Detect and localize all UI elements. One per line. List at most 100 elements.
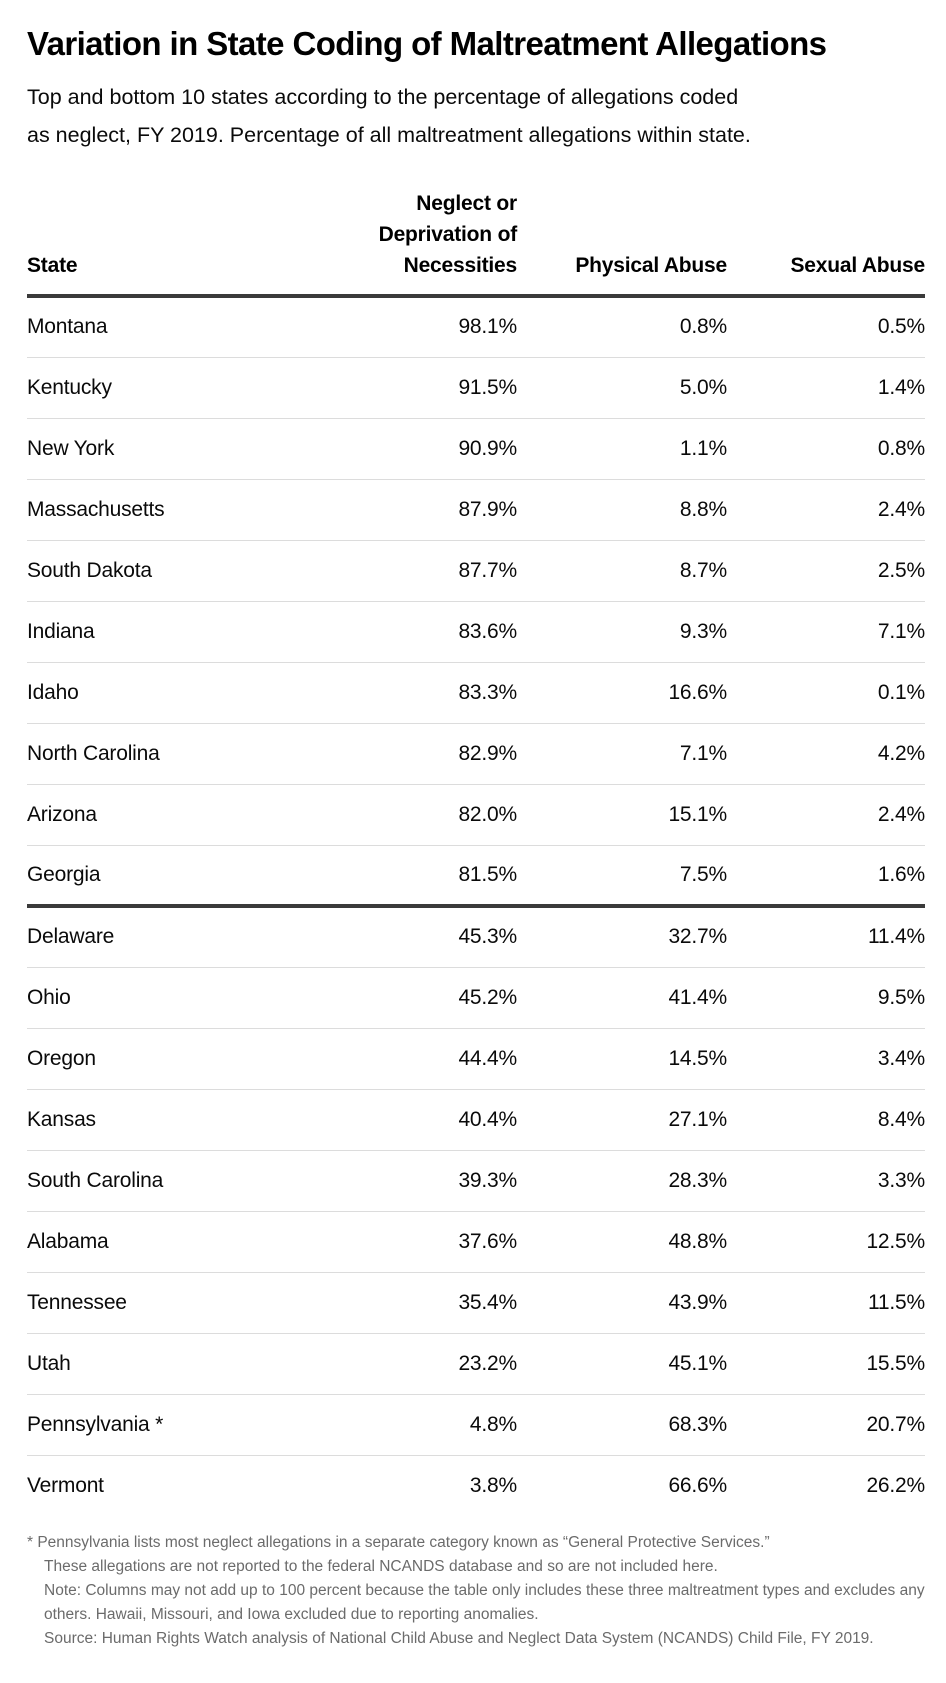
physical-value-cell: 28.3% — [517, 1150, 727, 1212]
state-cell: Arizona — [27, 784, 357, 846]
table-row: Idaho 83.3% 16.6% 0.1% — [27, 662, 925, 724]
table-row: Kansas 40.4% 27.1% 8.4% — [27, 1089, 925, 1151]
state-cell: New York — [27, 418, 357, 480]
neglect-value-cell: 4.8% — [357, 1394, 517, 1456]
physical-value-cell: 9.3% — [517, 601, 727, 663]
table-row: Pennsylvania * 4.8% 68.3% 20.7% — [27, 1394, 925, 1456]
physical-value-cell: 7.5% — [517, 845, 727, 908]
neglect-value-cell: 37.6% — [357, 1211, 517, 1273]
physical-value-cell: 41.4% — [517, 967, 727, 1029]
physical-value-cell: 16.6% — [517, 662, 727, 724]
neglect-header-line: Neglect or — [416, 192, 517, 215]
state-cell: Indiana — [27, 601, 357, 663]
top-10-group: Montana 98.1% 0.8% 0.5% Kentucky 91.5% 5.0% 1.4… — [27, 296, 925, 908]
sexual-value-cell: 8.4% — [727, 1089, 925, 1151]
state-cell: Alabama — [27, 1211, 357, 1273]
physical-value-cell: 5.0% — [517, 357, 727, 419]
sexual-value-cell: 0.1% — [727, 662, 925, 724]
column-header-state: State — [27, 188, 357, 298]
footnote-source: Source: Human Rights Watch analysis of N… — [44, 1630, 874, 1647]
state-cell: Massachusetts — [27, 479, 357, 541]
state-cell: Idaho — [27, 662, 357, 724]
neglect-value-cell: 23.2% — [357, 1333, 517, 1395]
physical-value-cell: 43.9% — [517, 1272, 727, 1334]
subtitle: Top and bottom 10 states according to th… — [27, 78, 925, 154]
physical-value-cell: 45.1% — [517, 1333, 727, 1395]
physical-value-cell: 8.7% — [517, 540, 727, 602]
state-cell: Delaware — [27, 906, 357, 968]
state-cell: Tennessee — [27, 1272, 357, 1334]
physical-value-cell: 32.7% — [517, 906, 727, 968]
state-cell: South Dakota — [27, 540, 357, 602]
sexual-value-cell: 9.5% — [727, 967, 925, 1029]
table-row: Delaware 45.3% 32.7% 11.4% — [27, 906, 925, 968]
physical-value-cell: 0.8% — [517, 296, 727, 358]
neglect-value-cell: 81.5% — [357, 845, 517, 908]
table-row: Kentucky 91.5% 5.0% 1.4% — [27, 357, 925, 419]
neglect-value-cell: 44.4% — [357, 1028, 517, 1090]
sexual-value-cell: 1.6% — [727, 845, 925, 908]
state-cell: Vermont — [27, 1473, 104, 1497]
table-row: Massachusetts 87.9% 8.8% 2.4% — [27, 479, 925, 541]
physical-value-cell: 14.5% — [517, 1028, 727, 1090]
sexual-value-cell: 0.5% — [727, 296, 925, 358]
state-cell: Montana — [27, 296, 357, 358]
sexual-value-cell: 0.8% — [727, 418, 925, 480]
sexual-value-cell: 11.5% — [727, 1272, 925, 1334]
neglect-value-cell: 35.4% — [357, 1272, 517, 1334]
neglect-value-cell: 82.0% — [357, 784, 517, 846]
table-row: South Carolina 39.3% 28.3% 3.3% — [27, 1150, 925, 1212]
neglect-value-cell: 82.9% — [357, 723, 517, 785]
sexual-value-cell: 11.4% — [727, 906, 925, 968]
physical-value-cell: 68.3% — [517, 1394, 727, 1456]
neglect-value-cell: 39.3% — [357, 1150, 517, 1212]
physical-value-cell: 8.8% — [517, 479, 727, 541]
neglect-value-cell: 87.7% — [357, 540, 517, 602]
state-cell: Kansas — [27, 1089, 357, 1151]
sexual-value-cell: 2.4% — [727, 479, 925, 541]
table-row: Georgia 81.5% 7.5% 1.6% — [27, 845, 925, 908]
subtitle-line: Top and bottom 10 states according to th… — [27, 85, 739, 109]
state-cell: South Carolina — [27, 1150, 357, 1212]
state-cell: Ohio — [27, 967, 357, 1029]
table-row: Ohio 45.2% 41.4% 9.5% — [27, 967, 925, 1029]
state-cell: Georgia — [27, 845, 357, 908]
neglect-value-cell: 98.1% — [357, 296, 517, 358]
table-row: Indiana 83.6% 9.3% 7.1% — [27, 601, 925, 663]
sexual-value-cell: 20.7% — [727, 1394, 925, 1456]
physical-value-cell: 15.1% — [517, 784, 727, 846]
state-cell: Pennsylvania * — [27, 1394, 357, 1456]
neglect-value-cell: 45.3% — [357, 906, 517, 968]
state-cell: Utah — [27, 1333, 357, 1395]
page-title: Variation in State Coding of Maltreatmen… — [27, 25, 827, 62]
physical-value-cell: 1.1% — [517, 418, 727, 480]
neglect-value-cell: 45.2% — [357, 967, 517, 1029]
neglect-value-cell: 40.4% — [357, 1089, 517, 1151]
neglect-value-cell: 83.6% — [357, 601, 517, 663]
column-header-sexual: Sexual Abuse — [727, 188, 925, 298]
footnotes: * Pennsylvania lists most neglect allega… — [27, 1531, 933, 1651]
table-row: Alabama 37.6% 48.8% 12.5% — [27, 1211, 925, 1273]
footnote-note: Note: Columns may not add up to 100 perc… — [44, 1582, 925, 1623]
state-cell: Oregon — [27, 1028, 357, 1090]
column-header-neglect: Neglect or Deprivation of Necessities — [357, 188, 517, 298]
physical-value-cell: 7.1% — [517, 723, 727, 785]
bottom-10-group: Delaware 45.3% 32.7% 11.4% Ohio 45.2% 41.4% 9.5… — [27, 906, 925, 1516]
sexual-value-cell: 7.1% — [727, 601, 925, 663]
sexual-value-cell: 15.5% — [727, 1333, 925, 1395]
table-row: New York 90.9% 1.1% 0.8% — [27, 418, 925, 480]
state-cell: North Carolina — [27, 723, 357, 785]
neglect-value-cell: 83.3% — [357, 662, 517, 724]
sexual-value-cell: 2.5% — [727, 540, 925, 602]
table-row: Arizona 82.0% 15.1% 2.4% — [27, 784, 925, 846]
table-row: Montana 98.1% 0.8% 0.5% — [27, 296, 925, 358]
sexual-value-cell: 4.2% — [727, 723, 925, 785]
header-row: State Neglect or Deprivation of Necessit… — [27, 188, 925, 298]
table-row: Vermont 3.8% 66.6% 26.2% — [27, 1455, 925, 1516]
table-row: Utah 23.2% 45.1% 15.5% — [27, 1333, 925, 1395]
sexual-value-cell: 2.4% — [727, 784, 925, 846]
table-header: State Neglect or Deprivation of Necessit… — [27, 188, 925, 298]
table-row: Tennessee 35.4% 43.9% 11.5% — [27, 1272, 925, 1334]
table-row: North Carolina 82.9% 7.1% 4.2% — [27, 723, 925, 785]
